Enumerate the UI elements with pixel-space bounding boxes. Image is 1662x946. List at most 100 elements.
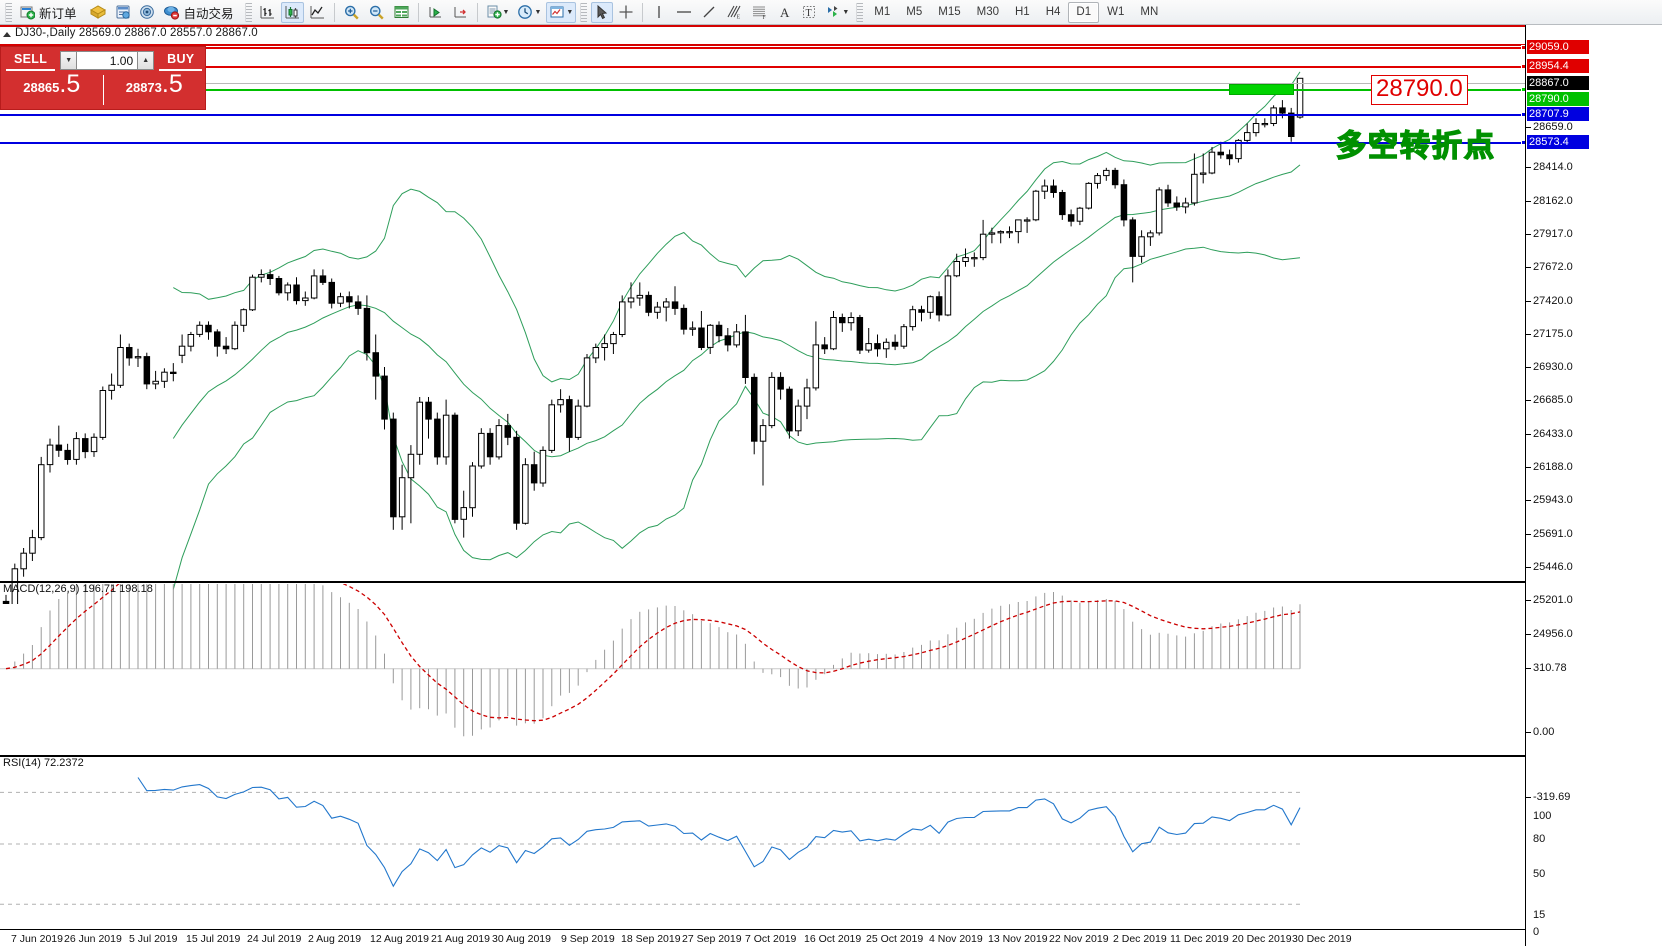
time-scale[interactable]: 7 Jun 2019 26 Jun 2019 5 Jul 2019 15 Jul 20… [0, 929, 1525, 946]
candle [434, 412, 441, 465]
line-chart-button[interactable] [306, 2, 329, 23]
price-tick-label: 25691.0 [1533, 528, 1573, 540]
indicators-button[interactable]: ▼ [483, 2, 513, 23]
price-level-badge[interactable]: 28573.4 [1527, 135, 1589, 149]
price-scale[interactable]: 28414.0 28162.0 27917.0 27672.0 27420.0 27175… [1525, 25, 1662, 946]
candle [891, 334, 899, 351]
rsi-label[interactable]: RSI(14) 72.2372 [3, 757, 84, 769]
price-tag-annotation[interactable]: 28790.0 [1371, 75, 1468, 105]
text-label-icon: A [778, 4, 792, 20]
toolbar-grip-4[interactable] [856, 2, 864, 22]
data-window-button[interactable] [112, 2, 134, 23]
crosshair-button[interactable] [615, 2, 637, 23]
toolbar-grip-3[interactable] [580, 2, 588, 22]
level-line-28707[interactable] [0, 112, 1526, 117]
candle [134, 348, 142, 367]
equidistant-channel-button[interactable]: E [722, 2, 746, 23]
volume-input[interactable]: 1.00 [77, 51, 138, 70]
fibonacci-button[interactable]: F [748, 2, 772, 23]
price-tick [1526, 201, 1531, 202]
price-level-badge[interactable]: 28707.9 [1527, 107, 1589, 121]
timeframe-d1[interactable]: D1 [1068, 1, 1100, 23]
candle [953, 253, 960, 278]
timeframe-w1[interactable]: W1 [1107, 6, 1125, 18]
level-line-28867[interactable] [0, 83, 1525, 84]
candle [601, 334, 608, 361]
chinese-annotation[interactable]: 多空转折点 [1335, 128, 1496, 165]
shapes-button[interactable]: ▼ [822, 2, 852, 23]
candle [486, 428, 494, 465]
candle [240, 308, 247, 332]
period-button[interactable]: ▼ [514, 2, 544, 23]
autotrading-button[interactable]: 自动交易 [160, 2, 241, 23]
level-line-28573[interactable] [0, 140, 1526, 145]
chart-shift-button[interactable] [390, 2, 413, 23]
sell-button[interactable]: SELL [6, 50, 56, 71]
timeframe-mn[interactable]: MN [1140, 6, 1159, 18]
candlestick-chart-icon [284, 4, 301, 20]
zoom-in-button[interactable] [340, 2, 363, 23]
auto-scroll-button[interactable] [424, 2, 447, 23]
svg-text:E: E [737, 15, 741, 21]
text-box-button[interactable]: T [798, 2, 820, 23]
horizontal-line-button[interactable] [672, 2, 696, 23]
period-dropdown-arrow[interactable]: ▼ [534, 8, 542, 16]
candle [865, 328, 872, 353]
zoom-out-button[interactable] [365, 2, 388, 23]
time-tick-label: 7 Oct 2019 [745, 933, 797, 945]
cursor-button[interactable] [591, 1, 614, 23]
templates-dropdown-arrow[interactable]: ▼ [566, 8, 574, 16]
price-level-badge[interactable]: 29059.0 [1527, 40, 1589, 54]
sell-price[interactable]: 28865 .5 [1, 72, 103, 108]
shapes-dropdown-arrow[interactable]: ▼ [842, 8, 850, 16]
volume-decrement-button[interactable]: ▼ [60, 51, 78, 70]
toolbar-separator-4 [642, 2, 644, 22]
price-level-badge[interactable]: 28867.0 [1527, 76, 1589, 90]
level-line-29059[interactable] [0, 45, 1526, 50]
volume-increment-button[interactable]: ▲ [137, 51, 155, 70]
candle [1067, 209, 1075, 227]
candle [583, 354, 591, 408]
level-line-28790[interactable] [0, 87, 1526, 92]
rsi-axis-label: 100 [1533, 810, 1552, 822]
timeframe-m30[interactable]: M30 [976, 6, 999, 18]
trendline-button[interactable] [698, 2, 720, 23]
timeframe-h1[interactable]: H1 [1015, 6, 1030, 18]
candle [222, 337, 230, 354]
level-line-28954[interactable] [0, 64, 1526, 69]
toolbar-grip[interactable] [5, 2, 12, 22]
new-order-button[interactable]: 新订单 [16, 2, 84, 23]
toolbar-grip-2[interactable] [244, 2, 252, 22]
vertical-line-button[interactable] [648, 2, 670, 23]
volume-stepper[interactable]: ▼ 1.00 ▲ [60, 51, 155, 70]
timeframe-m15[interactable]: M15 [938, 6, 961, 18]
timeframe-h4[interactable]: H4 [1045, 6, 1061, 18]
green-position-bar[interactable] [1229, 84, 1294, 95]
price-tick-label: 24956.0 [1533, 628, 1573, 640]
candlestick-chart-button[interactable] [280, 1, 304, 23]
candle [302, 291, 309, 306]
price-tick [1526, 534, 1531, 535]
main-toolbar: 新订单 [0, 0, 1662, 25]
autotrading-label: 自动交易 [183, 6, 234, 21]
one-click-trading-panel[interactable]: SELL ▼ 1.00 ▲ BUY 28865 .5 28873 .5 [0, 46, 206, 110]
chart-canvas[interactable]: DJ30-,Daily 28569.0 28867.0 28557.0 2886… [0, 25, 1662, 946]
candle [29, 529, 36, 561]
price-level-badge[interactable]: 28954.4 [1527, 59, 1589, 73]
bar-chart-button[interactable] [256, 2, 279, 23]
macd-label[interactable]: MACD(12,26,9) 196.71 198.18 [3, 583, 153, 595]
buy-button[interactable]: BUY [159, 50, 203, 71]
chart-collapse-icon[interactable] [3, 32, 11, 37]
candle [1155, 187, 1163, 236]
navigator-button[interactable] [136, 2, 158, 23]
chart-shift-toggle-button[interactable] [449, 2, 472, 23]
indicators-dropdown-arrow[interactable]: ▼ [502, 8, 510, 16]
buy-price[interactable]: 28873 .5 [104, 72, 206, 108]
timeframe-m5[interactable]: M5 [906, 6, 923, 18]
candle [715, 321, 723, 343]
text-label-button[interactable]: A [774, 2, 796, 23]
templates-button[interactable]: ▼ [546, 1, 577, 23]
expert-advisors-button[interactable] [86, 2, 110, 23]
timeframe-m1[interactable]: M1 [874, 6, 891, 18]
price-level-badge[interactable]: 28790.0 [1527, 92, 1589, 106]
